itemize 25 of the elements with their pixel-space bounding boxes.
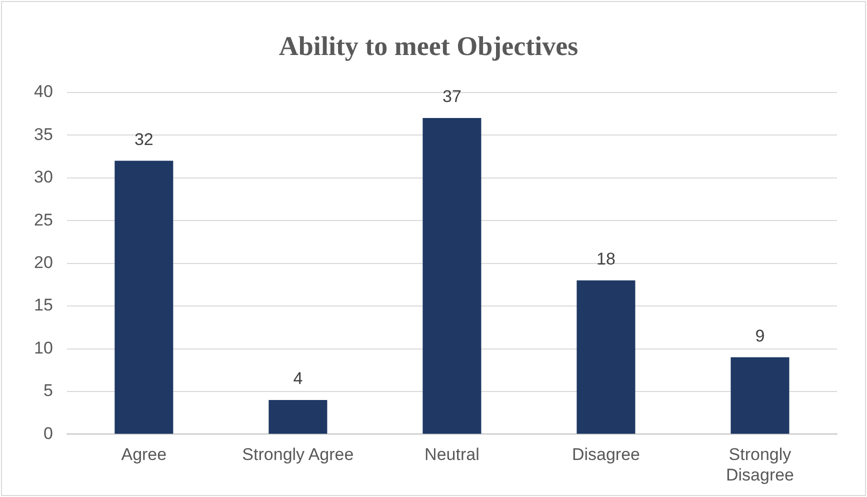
bar [422,118,482,434]
bar [268,400,328,434]
y-tick-label: 5 [43,381,53,400]
data-label: 9 [755,326,765,346]
y-tick-label: 30 [34,168,53,187]
x-tick-label: Agree [121,445,167,464]
data-label: 32 [134,130,154,149]
x-tick-label: Strongly Agree [242,445,354,464]
y-tick-label: 40 [34,82,53,102]
x-tick-label: Neutral [424,445,480,464]
y-tick-label: 20 [34,252,53,272]
chart-title: Ability to meet Objectives [278,31,578,62]
bar [576,280,636,434]
y-tick-label: 0 [43,424,53,443]
y-tick-label: 35 [34,124,53,144]
x-tick-label: Strongly Disagree [726,445,794,484]
data-label: 4 [293,369,303,388]
bar [114,160,174,434]
data-label: 37 [442,87,462,106]
y-tick-label: 25 [34,210,53,230]
x-tick-label: Disagree [572,445,640,464]
y-tick-label: 15 [34,296,53,315]
bar [730,357,790,434]
y-tick-label: 10 [34,338,53,358]
data-label: 18 [596,250,616,269]
